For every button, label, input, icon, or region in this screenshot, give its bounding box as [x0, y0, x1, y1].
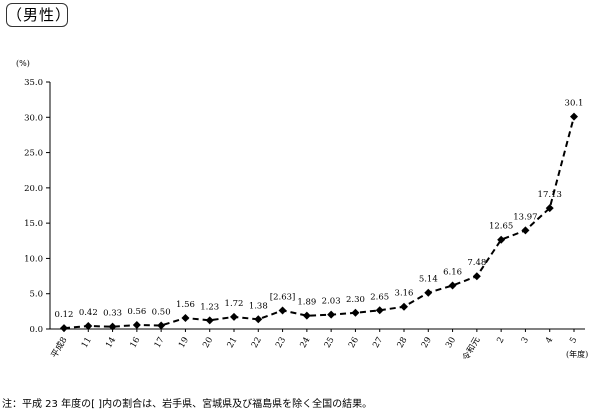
data-label: 1.38 — [249, 301, 268, 311]
data-label: 1.23 — [200, 302, 219, 312]
data-point-marker — [521, 226, 530, 235]
x-axis-labels: 平成8 11 14 16 17 19 20 21 22 23 24 25 26 27 28 29 30 令和元 2 3… — [49, 329, 580, 363]
x-tick-label: 23 — [274, 336, 288, 350]
line-chart: 0.05.010.015.020.025.030.035.0 0.12 0.42 0… — [16, 59, 588, 363]
x-tick-label: 19 — [177, 336, 191, 350]
data-label: 7.48 — [467, 258, 486, 268]
x-tick-label: 28 — [396, 336, 410, 350]
data-point-marker — [157, 321, 166, 330]
x-tick-label: 24 — [298, 336, 312, 350]
x-tick-label: 30 — [444, 336, 458, 350]
chart-section-title: （男性） — [6, 3, 70, 27]
data-label: 1.89 — [297, 298, 316, 308]
x-tick-label: 17 — [153, 336, 167, 350]
y-tick-label: 5.0 — [29, 290, 43, 300]
data-point-marker — [351, 308, 360, 317]
x-tick-label: 25 — [323, 336, 337, 350]
data-label: 2.30 — [346, 295, 365, 305]
data-label: 0.12 — [55, 310, 74, 320]
data-point-marker — [181, 313, 190, 322]
data-label: 0.33 — [103, 309, 122, 319]
data-point-marker — [84, 322, 93, 331]
y-tick-label: 35.0 — [24, 78, 43, 88]
x-tick-label: 16 — [128, 336, 142, 350]
x-axis-unit-label: (年度) — [566, 349, 588, 359]
y-tick-label: 10.0 — [24, 254, 43, 264]
data-points — [60, 112, 578, 333]
data-point-marker — [545, 204, 554, 213]
data-point-marker — [108, 322, 117, 331]
y-tick-label: 30.0 — [24, 113, 43, 123]
x-tick-label: 3 — [520, 336, 531, 346]
y-tick-label: 25.0 — [24, 149, 43, 159]
data-label: 0.42 — [79, 308, 98, 318]
series-line — [63, 116, 575, 330]
data-point-marker — [424, 288, 433, 297]
x-tick-label: 11 — [80, 336, 94, 350]
x-tick-label: 22 — [250, 336, 264, 350]
data-label: 0.50 — [152, 307, 171, 317]
data-label: 2.65 — [370, 292, 389, 302]
data-point-marker — [132, 321, 141, 330]
data-point-marker — [448, 281, 457, 290]
data-point-marker — [375, 306, 384, 315]
y-tick-label: 20.0 — [24, 184, 43, 194]
x-tick-label: 21 — [226, 336, 240, 350]
footnote: 注：平成 23 年度の[ ]内の割合は、岩手県、宮城県及び福島県を除く全国の結果… — [2, 399, 373, 410]
y-axis-ticks: 0.0 5.0 10.0 15.0 20.0 25.0 30.0 35.0 — [24, 78, 50, 335]
data-label: [2.63] — [270, 292, 296, 302]
x-tick-label: 14 — [104, 336, 118, 350]
data-point-marker — [570, 112, 578, 121]
data-label: 17.13 — [538, 190, 562, 200]
data-point-marker — [230, 312, 238, 321]
data-point-marker — [205, 316, 214, 325]
y-axis-unit-label: (%) — [16, 59, 30, 68]
data-label: 1.72 — [225, 299, 244, 309]
data-point-marker — [327, 310, 336, 319]
x-tick-label: 平成8 — [49, 335, 70, 360]
x-tick-label: 令和元 — [460, 335, 483, 363]
data-point-marker — [254, 315, 263, 324]
data-labels: 0.12 0.42 0.33 0.56 0.50 1.56 1.23 1.72 1.38[2.6… — [55, 99, 584, 321]
data-label: 1.56 — [176, 300, 195, 310]
data-label: 0.56 — [127, 307, 146, 317]
data-label: 6.16 — [443, 268, 462, 278]
data-label: 5.14 — [419, 275, 438, 285]
x-tick-label: 29 — [420, 336, 434, 350]
data-point-marker — [302, 311, 311, 320]
data-label: 30.1 — [565, 99, 584, 109]
x-tick-label: 5 — [568, 336, 579, 346]
data-label: 13.97 — [513, 212, 537, 222]
data-point-marker — [472, 272, 481, 281]
x-tick-label: 20 — [201, 336, 215, 350]
data-label: 2.03 — [322, 297, 341, 307]
axes — [49, 82, 585, 330]
data-point-marker — [400, 302, 408, 311]
data-point-marker — [278, 306, 287, 315]
data-point-marker — [497, 235, 506, 244]
y-tick-label: 15.0 — [24, 219, 43, 229]
x-tick-label: 4 — [544, 336, 555, 346]
x-tick-label: 2 — [495, 336, 506, 346]
data-label: 3.16 — [395, 289, 414, 299]
y-tick-label: 0.0 — [29, 325, 43, 335]
x-tick-label: 27 — [371, 336, 385, 350]
data-point-marker — [60, 324, 68, 333]
x-tick-label: 26 — [347, 336, 361, 350]
data-label: 12.65 — [489, 222, 513, 232]
